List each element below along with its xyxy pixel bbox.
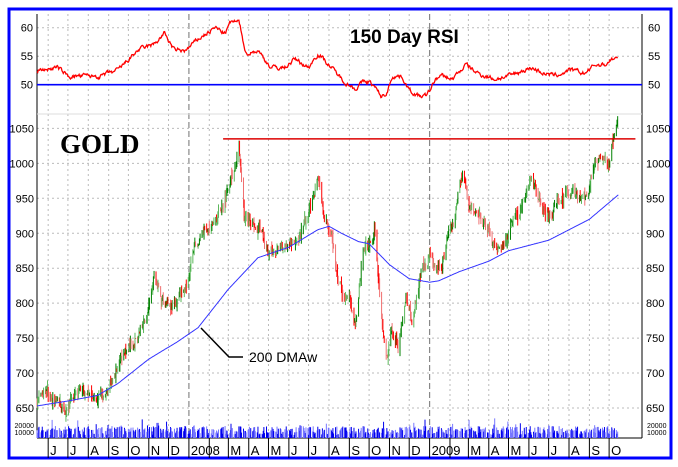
price-tick-label: 800 xyxy=(646,298,664,310)
price-tick-label: 750 xyxy=(16,333,34,345)
price-tick-label: 950 xyxy=(646,193,664,205)
month-label: M xyxy=(511,443,522,458)
month-label: A xyxy=(90,443,99,458)
price-bars xyxy=(36,116,619,422)
month-label: J xyxy=(50,443,57,458)
month-label: S xyxy=(591,443,600,458)
month-label: M xyxy=(230,443,241,458)
dma-200-line xyxy=(36,194,619,407)
price-tick-label: 1000 xyxy=(646,158,670,170)
dma-annotation-pointer xyxy=(200,327,243,358)
month-label: A xyxy=(331,443,340,458)
rsi-tick-label: 60 xyxy=(21,23,33,35)
price-tick-label: 650 xyxy=(16,403,34,415)
rsi-tick-label: 50 xyxy=(21,80,33,92)
price-tick-label: 950 xyxy=(16,193,34,205)
month-label: S xyxy=(351,443,360,458)
rsi-line xyxy=(36,18,619,99)
rsi-tick-label: 55 xyxy=(21,51,33,63)
month-label: J xyxy=(291,443,298,458)
price-tick-label: 800 xyxy=(16,298,34,310)
rsi-tick-label: 55 xyxy=(648,51,660,63)
month-label: M xyxy=(270,443,281,458)
month-label: D xyxy=(411,443,420,458)
price-tick-label: 1050 xyxy=(646,123,670,135)
month-label: J xyxy=(70,443,77,458)
price-tick-label: 700 xyxy=(646,368,664,380)
month-label: S xyxy=(111,443,120,458)
month-label: J xyxy=(551,443,558,458)
month-label: J xyxy=(311,443,318,458)
rsi-title: 150 Day RSI xyxy=(350,27,459,48)
volume-bars xyxy=(36,418,619,438)
price-tick-label: 900 xyxy=(16,228,34,240)
month-label: O xyxy=(611,443,621,458)
month-label: M xyxy=(470,443,481,458)
month-label: 2009 xyxy=(432,443,461,458)
month-label: A xyxy=(571,443,580,458)
price-tick-label: 1050 xyxy=(10,123,34,135)
dma-annotation-label: 200 DMAw xyxy=(249,349,318,365)
volume-tick-label: 20000 xyxy=(15,423,35,430)
indicator-lines xyxy=(36,18,642,407)
month-label: J xyxy=(531,443,538,458)
price-tick-label: 650 xyxy=(646,403,664,415)
volume-tick-label: 10000 xyxy=(15,430,35,437)
month-label: A xyxy=(491,443,500,458)
month-label: 2008 xyxy=(191,443,220,458)
price-tick-label: 850 xyxy=(16,263,34,275)
chart-title: GOLD xyxy=(60,129,140,159)
month-label: O xyxy=(371,443,381,458)
rsi-tick-label: 50 xyxy=(648,80,660,92)
month-label: O xyxy=(130,443,140,458)
price-tick-label: 1000 xyxy=(10,158,34,170)
rsi-tick-label: 60 xyxy=(648,23,660,35)
month-label: N xyxy=(151,443,160,458)
price-tick-label: 850 xyxy=(646,263,664,275)
month-label: N xyxy=(391,443,400,458)
month-label: D xyxy=(171,443,180,458)
price-tick-label: 700 xyxy=(16,368,34,380)
price-tick-label: 900 xyxy=(646,228,664,240)
price-tick-label: 750 xyxy=(646,333,664,345)
month-label: A xyxy=(251,443,260,458)
volume-tick-label: 10000 xyxy=(647,430,667,437)
volume-tick-label: 20000 xyxy=(647,423,667,430)
